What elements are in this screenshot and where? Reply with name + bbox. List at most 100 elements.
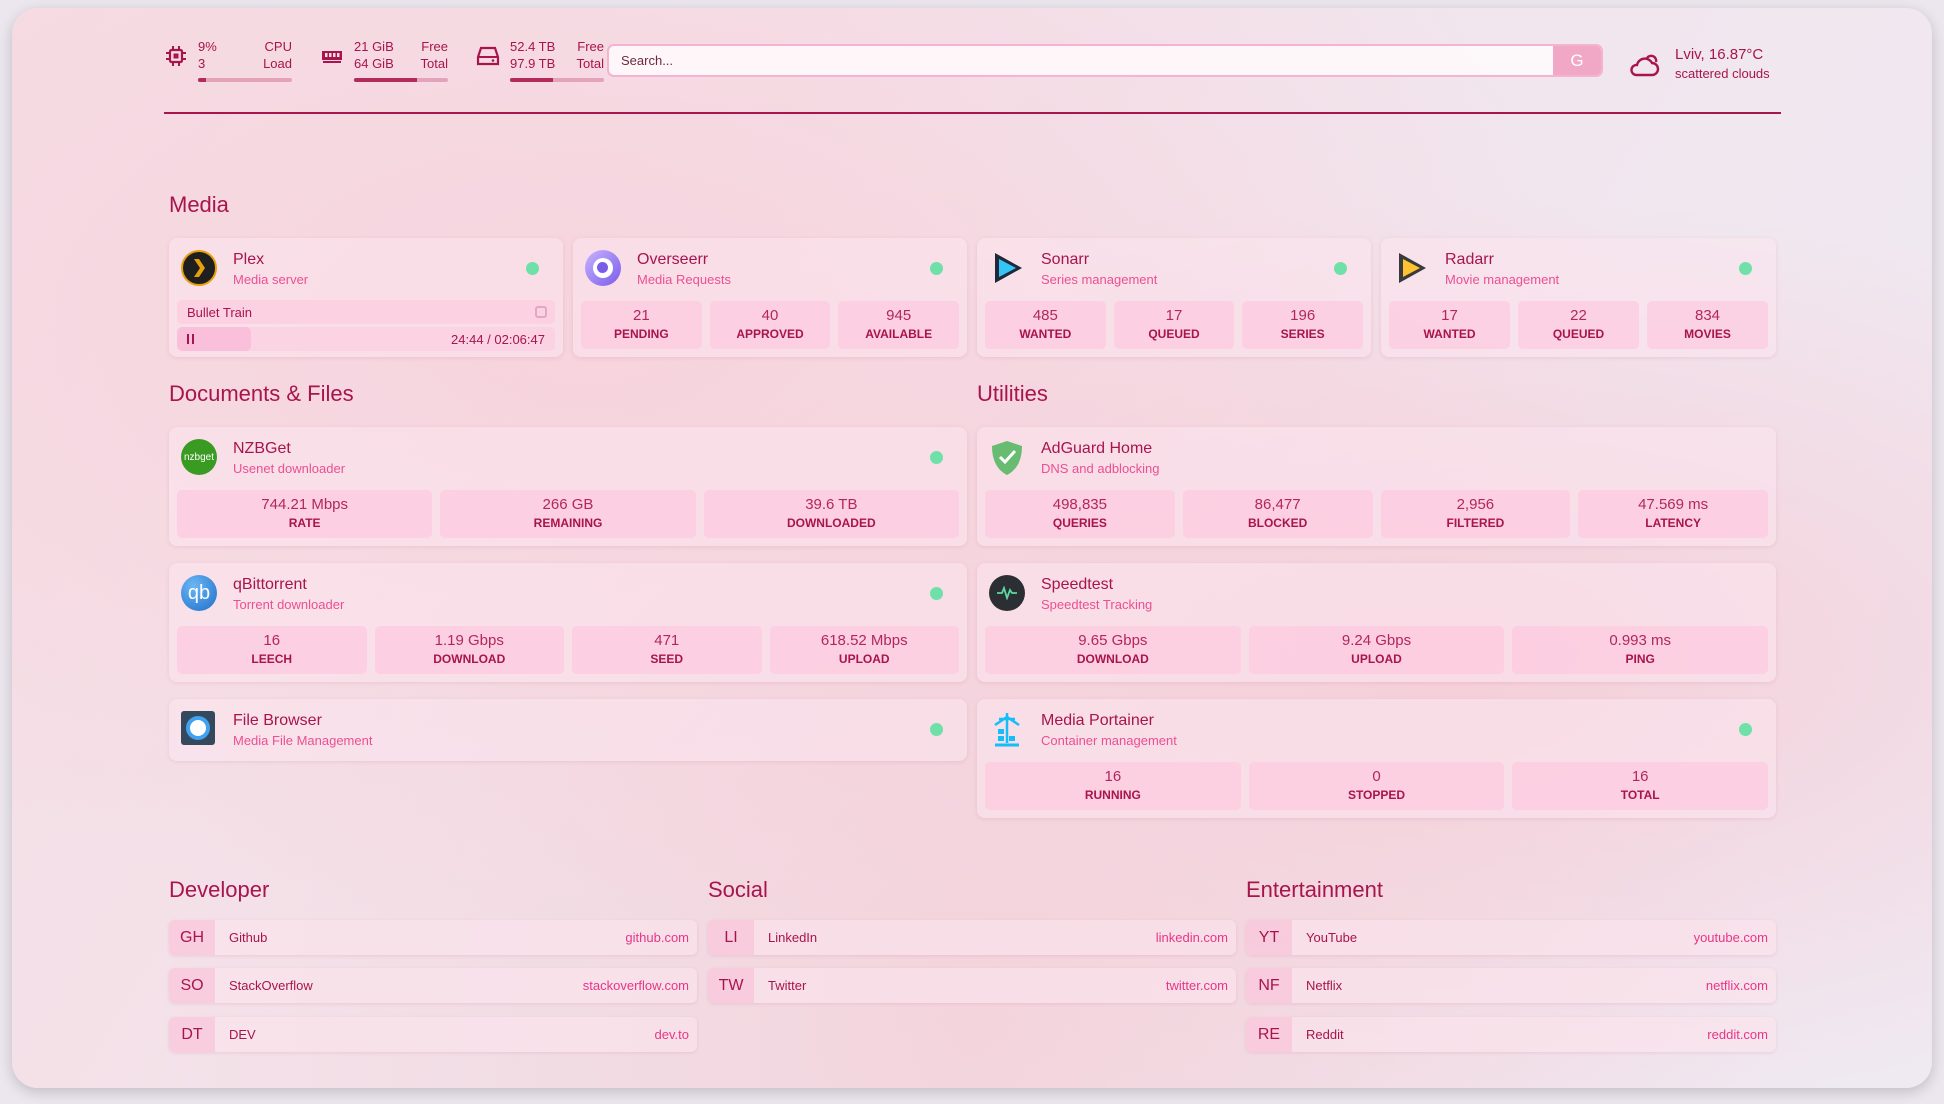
bookmark-twitter[interactable]: TW Twitter twitter.com bbox=[708, 968, 1236, 1003]
resource-value: 21 GiB bbox=[354, 39, 394, 54]
stat-block: 2,956 FILTERED bbox=[1380, 490, 1571, 538]
progress-fill bbox=[177, 327, 251, 351]
service-card-portainer[interactable]: Media Portainer Container management 16 RUN… bbox=[977, 699, 1776, 818]
bookmark-abbr: SO bbox=[169, 968, 215, 1003]
portainer-icon bbox=[989, 711, 1025, 747]
resource-label2: Total bbox=[576, 56, 604, 71]
resource-cpu-text: 9% 3 CPU Load bbox=[198, 38, 292, 82]
service-subtitle: Speedtest Tracking bbox=[1041, 597, 1153, 612]
search-input[interactable] bbox=[609, 46, 1553, 75]
stat-value: 47.569 ms bbox=[1638, 496, 1709, 513]
status-dot bbox=[930, 451, 943, 464]
resource-memory-bar bbox=[354, 78, 448, 82]
stat-block: 9.65 Gbps DOWNLOAD bbox=[985, 626, 1241, 674]
stat-block: 945 AVAILABLE bbox=[838, 301, 960, 349]
resource-label: CPU bbox=[264, 39, 292, 54]
status-dot bbox=[526, 262, 539, 275]
bookmark-url[interactable]: stackoverflow.com bbox=[582, 978, 689, 993]
service-card-speedtest[interactable]: Speedtest Speedtest Tracking 9.65 Gbps DOWN… bbox=[977, 563, 1776, 682]
stat-value: 9.24 Gbps bbox=[1341, 632, 1412, 649]
service-title: NZBGet bbox=[233, 440, 291, 457]
bookmark-linkedin[interactable]: LI LinkedIn linkedin.com bbox=[708, 920, 1236, 955]
bookmark-url[interactable]: dev.to bbox=[654, 1027, 689, 1042]
stat-block: 47.569 ms LATENCY bbox=[1578, 490, 1768, 538]
bookmark-url[interactable]: github.com bbox=[625, 930, 689, 945]
status-dot bbox=[1739, 262, 1752, 275]
bookmark-youtube[interactable]: YT YouTube youtube.com bbox=[1246, 920, 1776, 955]
service-card-radarr[interactable]: Radarr Movie management 17 WANTED 22 QUEUED 83… bbox=[1381, 238, 1776, 357]
stat-label: QUEUED bbox=[1148, 327, 1200, 341]
stat-label: QUERIES bbox=[1052, 516, 1107, 530]
bookmark-netflix[interactable]: NF Netflix netflix.com bbox=[1246, 968, 1776, 1003]
weather-location-temp: Lviv, 16.87°C bbox=[1675, 46, 1764, 63]
dashboard: 9% 3 CPU Load 21 GiB 64 GiB Free Total 52.4 TB 97… bbox=[12, 8, 1932, 1088]
resource-value: 52.4 TB bbox=[510, 39, 556, 54]
stat-label: LEECH bbox=[251, 652, 293, 666]
service-stats: 498,835 QUERIES 86,477 BLOCKED 2,956 FILTERED… bbox=[985, 490, 1768, 538]
service-stats: 485 WANTED 17 QUEUED 196 SERIES bbox=[985, 301, 1364, 349]
resource-labels: Free Total bbox=[577, 38, 604, 72]
group-title-documents: Documents & Files bbox=[169, 381, 354, 406]
service-card-plex[interactable]: Plex Media server Bullet Train 24:44 / 02:0… bbox=[169, 238, 563, 357]
resource-value: 9% bbox=[198, 39, 217, 54]
now-playing-title: Bullet Train bbox=[187, 305, 253, 320]
stat-value: 0.993 ms bbox=[1609, 632, 1672, 649]
stat-label: REMAINING bbox=[533, 516, 603, 530]
stat-block: 196 SERIES bbox=[1242, 301, 1364, 349]
bookmark-url[interactable]: youtube.com bbox=[1693, 930, 1768, 945]
stat-value: 471 bbox=[654, 632, 680, 649]
stat-value: 40 bbox=[761, 307, 779, 324]
header-divider bbox=[164, 112, 1781, 114]
resource-value2: 97.9 TB bbox=[510, 56, 556, 71]
stat-label: UPLOAD bbox=[838, 652, 890, 666]
stat-label: WANTED bbox=[1019, 327, 1072, 341]
service-card-filebrowser[interactable]: File Browser Media File Management bbox=[169, 699, 967, 761]
bookmark-github[interactable]: GH Github github.com bbox=[169, 920, 697, 955]
resource-cpu-bar bbox=[198, 78, 292, 82]
stat-block: 9.24 Gbps UPLOAD bbox=[1248, 626, 1505, 674]
stat-value: 196 bbox=[1290, 307, 1316, 324]
bookmark-url[interactable]: twitter.com bbox=[1165, 978, 1228, 993]
status-dot bbox=[930, 262, 943, 275]
overseerr-icon bbox=[585, 250, 621, 286]
service-title: AdGuard Home bbox=[1041, 440, 1153, 457]
stat-block: 0.993 ms PING bbox=[1512, 626, 1769, 674]
status-dot bbox=[1334, 262, 1347, 275]
service-title: File Browser bbox=[233, 712, 322, 729]
weather-condition: scattered clouds bbox=[1675, 66, 1770, 81]
service-subtitle: DNS and adblocking bbox=[1041, 461, 1160, 476]
bookmark-url[interactable]: netflix.com bbox=[1705, 978, 1768, 993]
bookmark-reddit[interactable]: RE Reddit reddit.com bbox=[1246, 1017, 1776, 1052]
service-card-qbittorrent[interactable]: qb qBittorrent Torrent downloader 16 LEECH 1.… bbox=[169, 563, 967, 682]
radarr-icon bbox=[1393, 250, 1429, 286]
service-card-adguard[interactable]: AdGuard Home DNS and adblocking 498,835 QUE… bbox=[977, 427, 1776, 546]
weather-widget[interactable]: Lviv, 16.87°C scattered clouds bbox=[1627, 46, 1770, 81]
service-card-overseerr[interactable]: Overseerr Media Requests 21 PENDING 40 APPROV… bbox=[573, 238, 967, 357]
bookmark-url[interactable]: linkedin.com bbox=[1155, 930, 1228, 945]
stat-block: 834 MOVIES bbox=[1647, 301, 1768, 349]
resource-memory-text: 21 GiB 64 GiB Free Total bbox=[354, 38, 448, 82]
bookmark-name: YouTube bbox=[1306, 930, 1358, 945]
bookmark-url[interactable]: reddit.com bbox=[1707, 1027, 1768, 1042]
service-title: Sonarr bbox=[1041, 251, 1090, 268]
cloud-sun-icon bbox=[1630, 54, 1660, 76]
stat-value: 22 bbox=[1570, 307, 1587, 324]
stat-value: 834 bbox=[1694, 307, 1721, 324]
stat-block: 485 WANTED bbox=[985, 301, 1106, 349]
resource-disk: 52.4 TB 97.9 TB Free Total bbox=[476, 38, 604, 82]
search-provider-button[interactable]: G bbox=[1553, 46, 1601, 75]
bookmark-dev[interactable]: DT DEV dev.to bbox=[169, 1017, 697, 1052]
service-card-sonarr[interactable]: Sonarr Series management 485 WANTED 17 QUEUED… bbox=[977, 238, 1371, 357]
disk-icon bbox=[476, 44, 500, 68]
bookmark-name: Twitter bbox=[768, 978, 807, 993]
bookmark-stackoverflow[interactable]: SO StackOverflow stackoverflow.com bbox=[169, 968, 697, 1003]
service-card-nzbget[interactable]: nzbget NZBGet Usenet downloader 744.21 Mbps… bbox=[169, 427, 967, 546]
pause-button[interactable] bbox=[187, 334, 194, 344]
qbittorrent-icon: qb bbox=[181, 575, 217, 611]
stat-block: 618.52 Mbps UPLOAD bbox=[769, 626, 959, 674]
service-subtitle: Container management bbox=[1041, 733, 1177, 748]
stat-block: 86,477 BLOCKED bbox=[1182, 490, 1373, 538]
resource-labels: Free Total bbox=[421, 38, 448, 72]
speedtest-icon bbox=[989, 575, 1025, 611]
service-stats: 21 PENDING 40 APPROVED 945 AVAILABLE bbox=[581, 301, 960, 349]
